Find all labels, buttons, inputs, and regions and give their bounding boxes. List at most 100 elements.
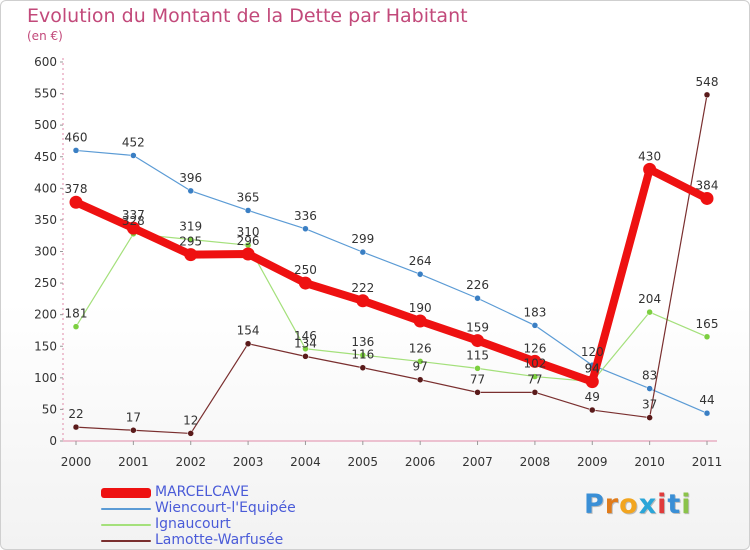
data-label-wiencourt-l-equip-e: 396 [179, 171, 202, 185]
data-point-ignaucourt [73, 324, 79, 330]
data-point-lamotte-warfus-e [302, 353, 308, 359]
data-point-lamotte-warfus-e [532, 389, 538, 395]
data-point-wiencourt-l-equip-e [532, 322, 538, 328]
data-label-ignaucourt: 115 [466, 348, 489, 362]
data-point-lamotte-warfus-e [73, 424, 79, 430]
y-tick-label: 500 [34, 118, 57, 132]
line-chart: 0501001502002503003504004505005506002000… [1, 1, 750, 550]
y-tick-label: 300 [34, 245, 57, 259]
data-label-marcelcave: 94 [585, 362, 600, 376]
data-label-marcelcave: 378 [65, 182, 88, 196]
data-label-wiencourt-l-equip-e: 460 [65, 130, 88, 144]
legend-item-wiencourt-l-equip-e: Wiencourt-l'Equipée [101, 501, 401, 517]
data-label-marcelcave: 222 [351, 281, 374, 295]
legend: MARCELCAVE Wiencourt-l'Equipée Ignaucourt L… [101, 485, 401, 549]
legend-item-ignaucourt: Ignaucourt [101, 517, 401, 533]
data-label-wiencourt-l-equip-e: 226 [466, 278, 489, 292]
data-label-lamotte-warfus-e: 77 [470, 372, 485, 386]
data-point-wiencourt-l-equip-e [417, 271, 423, 277]
data-point-wiencourt-l-equip-e [704, 410, 710, 416]
data-point-wiencourt-l-equip-e [73, 147, 79, 153]
data-label-marcelcave: 384 [696, 178, 719, 192]
data-point-lamotte-warfus-e [417, 377, 423, 383]
data-label-lamotte-warfus-e: 154 [237, 324, 260, 338]
data-point-lamotte-warfus-e [130, 427, 136, 433]
legend-item-lamotte-warfus-e: Lamotte-Warfusée [101, 533, 401, 549]
data-point-marcelcave [471, 334, 484, 347]
x-tick-label: 2009 [577, 455, 608, 469]
x-tick-label: 2005 [348, 455, 379, 469]
data-point-ignaucourt [475, 365, 481, 371]
legend-label-ignaucourt: Ignaucourt [155, 516, 231, 532]
data-label-lamotte-warfus-e: 116 [351, 348, 374, 362]
logo-letter: i [681, 489, 691, 520]
data-point-marcelcave [184, 248, 197, 261]
data-point-ignaucourt [704, 334, 710, 340]
x-tick-label: 2008 [520, 455, 551, 469]
data-point-ignaucourt [647, 309, 653, 315]
data-point-marcelcave [70, 196, 83, 209]
x-tick-label: 2006 [405, 455, 436, 469]
data-label-marcelcave: 296 [237, 234, 260, 248]
data-point-lamotte-warfus-e [360, 365, 366, 371]
data-label-wiencourt-l-equip-e: 183 [523, 305, 546, 319]
logo-letter: o [619, 489, 639, 520]
data-point-marcelcave [586, 375, 599, 388]
data-label-ignaucourt: 204 [638, 292, 661, 306]
data-label-lamotte-warfus-e: 77 [527, 372, 542, 386]
data-label-wiencourt-l-equip-e: 44 [699, 393, 714, 407]
data-label-lamotte-warfus-e: 134 [294, 336, 317, 350]
data-point-lamotte-warfus-e [704, 92, 710, 98]
y-tick-label: 600 [34, 55, 57, 69]
data-point-wiencourt-l-equip-e [302, 226, 308, 232]
data-label-marcelcave: 159 [466, 321, 489, 335]
data-label-ignaucourt: 102 [523, 357, 546, 371]
data-label-ignaucourt: 165 [696, 317, 719, 331]
logo-letter: P [584, 489, 605, 520]
data-label-lamotte-warfus-e: 12 [183, 413, 198, 427]
data-point-lamotte-warfus-e [475, 389, 481, 395]
data-point-wiencourt-l-equip-e [647, 386, 653, 392]
data-label-lamotte-warfus-e: 22 [68, 407, 83, 421]
data-label-wiencourt-l-equip-e: 120 [581, 345, 604, 359]
series-line-marcelcave [76, 169, 707, 381]
y-tick-label: 350 [34, 213, 57, 227]
data-point-marcelcave [299, 277, 312, 290]
x-tick-label: 2001 [118, 455, 149, 469]
y-tick-label: 250 [34, 276, 57, 290]
data-point-wiencourt-l-equip-e [245, 207, 251, 213]
data-label-wiencourt-l-equip-e: 264 [409, 254, 432, 268]
chart-frame: Evolution du Montant de la Dette par Hab… [0, 0, 750, 550]
data-point-marcelcave [643, 163, 656, 176]
legend-label-lamotte-warfus-e: Lamotte-Warfusée [155, 532, 283, 548]
data-label-marcelcave: 430 [638, 149, 661, 163]
logo-letter: r [605, 489, 619, 520]
data-point-marcelcave [356, 294, 369, 307]
data-point-marcelcave [242, 248, 255, 261]
data-point-lamotte-warfus-e [589, 407, 595, 413]
x-tick-label: 2003 [233, 455, 264, 469]
data-label-lamotte-warfus-e: 49 [585, 390, 600, 404]
logo-letter: t [667, 489, 681, 520]
y-tick-label: 400 [34, 181, 57, 195]
data-point-wiencourt-l-equip-e [360, 249, 366, 255]
data-point-lamotte-warfus-e [188, 430, 194, 436]
x-tick-label: 2010 [634, 455, 665, 469]
data-label-marcelcave: 250 [294, 263, 317, 277]
proxiti-logo: Proxiti [584, 489, 692, 520]
data-point-wiencourt-l-equip-e [188, 188, 194, 194]
legend-swatch-marcelcave [101, 488, 151, 498]
legend-label-marcelcave: MARCELCAVE [155, 484, 249, 500]
y-tick-label: 550 [34, 87, 57, 101]
data-label-ignaucourt: 126 [409, 341, 432, 355]
data-point-marcelcave [414, 314, 427, 327]
data-label-marcelcave: 126 [523, 341, 546, 355]
series-line-lamotte-warfus-e [76, 95, 707, 434]
y-tick-label: 150 [34, 339, 57, 353]
data-label-wiencourt-l-equip-e: 452 [122, 135, 145, 149]
data-point-lamotte-warfus-e [245, 341, 251, 347]
data-label-lamotte-warfus-e: 17 [126, 410, 141, 424]
legend-swatch-wiencourt-l-equip-e [101, 508, 151, 510]
data-label-wiencourt-l-equip-e: 365 [237, 190, 260, 204]
data-point-lamotte-warfus-e [647, 415, 653, 421]
